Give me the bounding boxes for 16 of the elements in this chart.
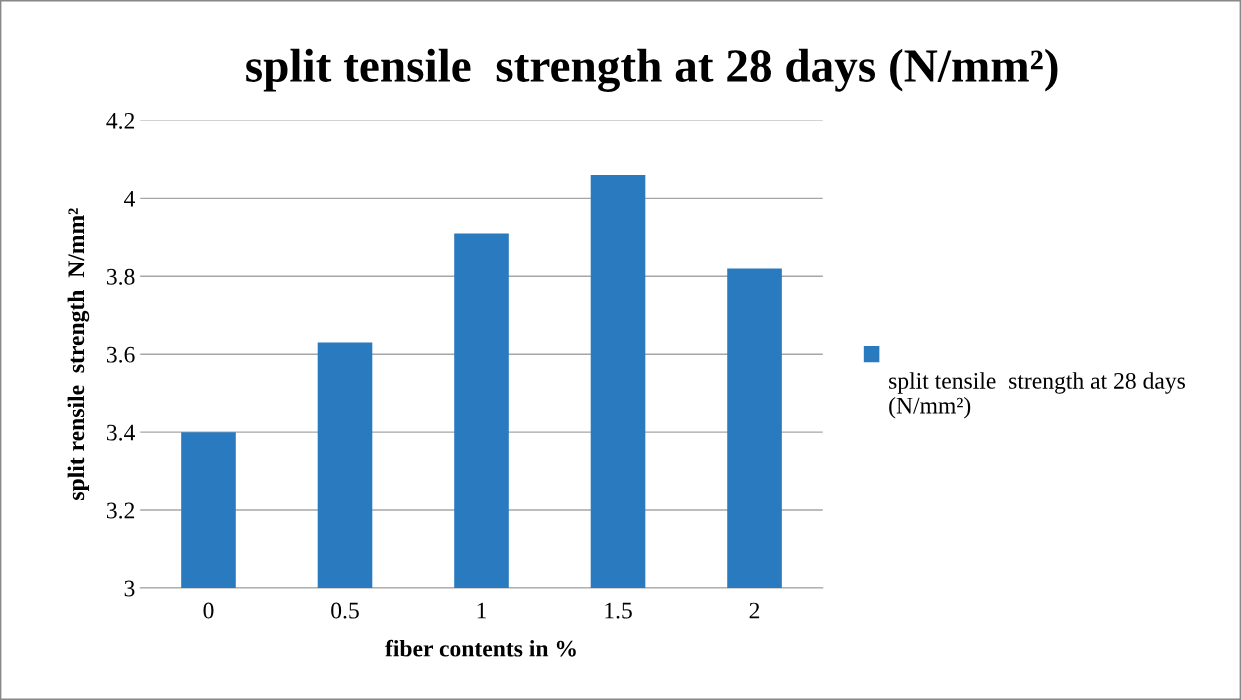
y-tick-label: 3.6 (106, 346, 135, 363)
y-tick-label: 3.2 (106, 502, 135, 519)
chart-title: split tensile strength at 28 days (N/mm²) (246, 48, 1058, 92)
x-tick-label: 1.5 (605, 602, 632, 619)
y-axis-title: split rensile strength N/mm² (67, 208, 90, 500)
x-tick-label: 2 (749, 602, 760, 619)
x-tick-label: 1 (477, 602, 486, 619)
y-tick-label: 3.4 (106, 424, 135, 441)
x-tick-label: 0.5 (331, 602, 359, 619)
y-tick-label: 3.8 (106, 268, 135, 285)
x-tick-label: 0 (203, 602, 214, 619)
legend-label: split tensile strength at 28 days (N/mm²) (889, 372, 1185, 419)
y-tick-label: 4.2 (106, 112, 135, 129)
y-tick-label: 3 (124, 580, 135, 597)
x-axis-title: fiber contents in % (385, 639, 576, 657)
y-tick-label: 4 (124, 190, 135, 207)
